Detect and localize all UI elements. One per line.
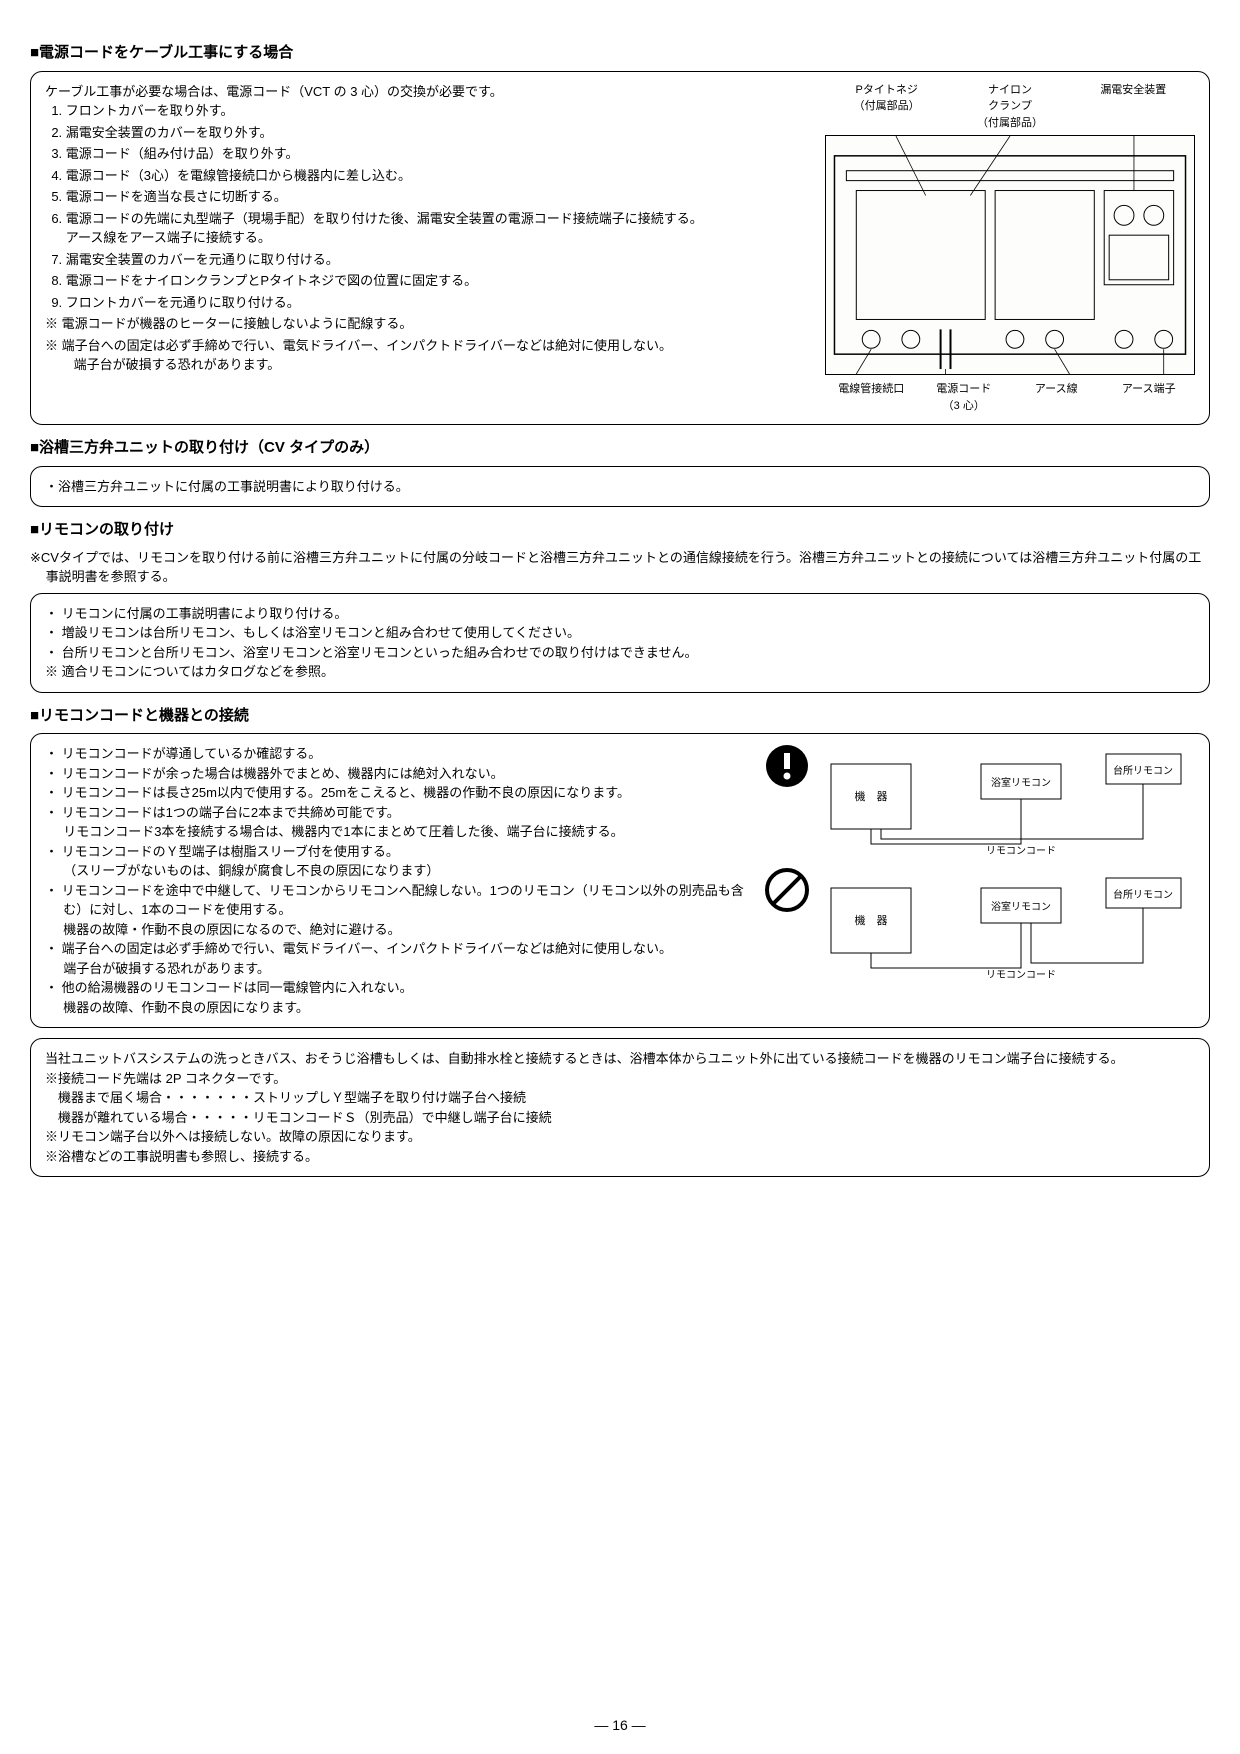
section3-item1: ・ リモコンに付属の工事説明書により取り付ける。	[45, 604, 1195, 624]
label-powercord: 電源コード（3 心）	[918, 381, 1011, 414]
label-kitchen: 台所リモコン	[1113, 764, 1173, 777]
s5-line1: 当社ユニットバスシステムの洗っときバス、おそうじ浴槽もしくは、自動排水栓と接続す…	[45, 1049, 1195, 1069]
label-kitchen2: 台所リモコン	[1113, 888, 1173, 901]
section3-box: ・ リモコンに付属の工事説明書により取り付ける。 ・ 増設リモコンは台所リモコン…	[30, 593, 1210, 693]
wiring-correct: 機 器 浴室リモコン 台所リモコン リモコンコード	[821, 744, 1191, 854]
diagram-top-labels: Pタイトネジ（付属部品） ナイロンクランプ（付属部品） 漏電安全装置	[825, 82, 1195, 132]
section1-box: ケーブル工事が必要な場合は、電源コード（VCT の 3 心）の交換が必要です。 …	[30, 71, 1210, 426]
step-3: 電源コード（組み付け品）を取り外す。	[66, 144, 815, 164]
s4-item5: ・ リモコンコードのＹ型端子は樹脂スリーブ付を使用する。 （スリーブがないものは…	[45, 842, 755, 881]
section2-body: ・浴槽三方弁ユニットに付属の工事説明書により取り付ける。	[45, 477, 1195, 497]
section1-note3: 端子台が破損する恐れがあります。	[45, 355, 815, 375]
s5-line2: ※接続コード先端は 2P コネクターです。	[45, 1069, 1195, 1089]
section1-text: ケーブル工事が必要な場合は、電源コード（VCT の 3 心）の交換が必要です。 …	[45, 82, 815, 415]
section4-text: ・ リモコンコードが導通しているか確認する。 ・ リモコンコードが余った場合は機…	[45, 744, 755, 1017]
section1-intro: ケーブル工事が必要な場合は、電源コード（VCT の 3 心）の交換が必要です。	[45, 82, 815, 102]
label-safety: 漏電安全装置	[1072, 82, 1195, 132]
mandatory-icon	[765, 744, 809, 788]
section3-list: ・ リモコンに付属の工事説明書により取り付ける。 ・ 増設リモコンは台所リモコン…	[45, 604, 1195, 682]
label-cord2: リモコンコード	[986, 970, 1056, 978]
s4-item1: ・ リモコンコードが導通しているか確認する。	[45, 744, 755, 764]
s4-item3: ・ リモコンコードは長さ25m以内で使用する。25mをこえると、機器の作動不良の…	[45, 783, 755, 803]
wiring-wrong: 機 器 浴室リモコン 台所リモコン リモコンコード	[821, 868, 1191, 978]
section4-list: ・ リモコンコードが導通しているか確認する。 ・ リモコンコードが余った場合は機…	[45, 744, 755, 1017]
section2-heading: ■浴槽三方弁ユニットの取り付け（CV タイプのみ）	[30, 437, 1210, 460]
section3-heading: ■リモコンの取り付け	[30, 519, 1210, 542]
label-device2: 機 器	[855, 913, 888, 927]
section3-item3: ・ 台所リモコンと台所リモコン、浴室リモコンと浴室リモコンといった組み合わせでの…	[45, 643, 1195, 663]
step-7: 漏電安全装置のカバーを元通りに取り付ける。	[66, 250, 815, 270]
step-5: 電源コードを適当な長さに切断する。	[66, 187, 815, 207]
label-bath2: 浴室リモコン	[991, 900, 1051, 913]
section3-prenote: ※CVタイプでは、リモコンを取り付ける前に浴槽三方弁ユニットに付属の分岐コードと…	[30, 548, 1210, 587]
wiring-wrong-row: 機 器 浴室リモコン 台所リモコン リモコンコード	[765, 868, 1195, 978]
diagram-bottom-labels: 電線管接続口 電源コード（3 心） アース線 アース端子	[825, 381, 1195, 414]
section4-box: ・ リモコンコードが導通しているか確認する。 ・ リモコンコードが余った場合は機…	[30, 733, 1210, 1028]
schematic-svg	[826, 136, 1194, 374]
section4-heading: ■リモコンコードと機器との接続	[30, 705, 1210, 728]
label-cord1: リモコンコード	[986, 846, 1056, 854]
step-6-sub: アース線をアース端子に接続する。	[66, 230, 271, 245]
s4-item8: ・ 他の給湯機器のリモコンコードは同一電線管内に入れない。 機器の故障、作動不良…	[45, 978, 755, 1017]
device-schematic	[825, 135, 1195, 375]
s4-item7: ・ 端子台への固定は必ず手締めで行い、電気ドライバー、インパクトドライバーなどは…	[45, 939, 755, 978]
section3-item2: ・ 増設リモコンは台所リモコン、もしくは浴室リモコンと組み合わせて使用してくださ…	[45, 623, 1195, 643]
s4-item6: ・ リモコンコードを途中で中継して、リモコンからリモコンへ配線しない。1つのリモ…	[45, 881, 755, 940]
s4-item2: ・ リモコンコードが余った場合は機器外でまとめ、機器内には絶対入れない。	[45, 764, 755, 784]
label-earthwire: アース線	[1010, 381, 1103, 414]
section3-item4: ※ 適合リモコンについてはカタログなどを参照。	[45, 662, 1195, 682]
section1-diagram-col: Pタイトネジ（付属部品） ナイロンクランプ（付属部品） 漏電安全装置	[825, 82, 1195, 415]
label-nylon: ナイロンクランプ（付属部品）	[948, 82, 1071, 132]
section1-steps: フロントカバーを取り外す。 漏電安全装置のカバーを取り外す。 電源コード（組み付…	[45, 101, 815, 312]
step-4: 電源コード（3心）を電線管接続口から機器内に差し込む。	[66, 166, 815, 186]
label-bath: 浴室リモコン	[991, 776, 1051, 789]
step-6-main: 電源コードの先端に丸型端子（現場手配）を取り付けた後、漏電安全装置の電源コード接…	[66, 211, 703, 226]
label-ptite: Pタイトネジ（付属部品）	[825, 82, 948, 132]
s5-line4: 機器が離れている場合・・・・・リモコンコードＳ（別売品）で中継し端子台に接続	[45, 1108, 1195, 1128]
section1-note1: ※ 電源コードが機器のヒーターに接触しないように配線する。	[45, 314, 815, 334]
section2-box: ・浴槽三方弁ユニットに付属の工事説明書により取り付ける。	[30, 466, 1210, 508]
wiring-correct-row: 機 器 浴室リモコン 台所リモコン リモコンコード	[765, 744, 1195, 854]
step-1: フロントカバーを取り外す。	[66, 101, 815, 121]
step-6: 電源コードの先端に丸型端子（現場手配）を取り付けた後、漏電安全装置の電源コード接…	[66, 209, 815, 248]
section1-note2: ※ 端子台への固定は必ず手締めで行い、電気ドライバー、インパクトドライバーなどは…	[45, 336, 815, 356]
s5-line3: 機器まで届く場合・・・・・・・ストリップしＹ型端子を取り付け端子台へ接続	[45, 1088, 1195, 1108]
label-earthterm: アース端子	[1103, 381, 1196, 414]
section5-box: 当社ユニットバスシステムの洗っときバス、おそうじ浴槽もしくは、自動排水栓と接続す…	[30, 1038, 1210, 1177]
section4-diagrams: 機 器 浴室リモコン 台所リモコン リモコンコード 機 器 浴室リモコン	[765, 744, 1195, 1017]
section1-heading: ■電源コードをケーブル工事にする場合	[30, 42, 1210, 65]
s5-line5: ※リモコン端子台以外へは接続しない。故障の原因になります。	[45, 1127, 1195, 1147]
label-device: 機 器	[855, 789, 888, 803]
label-conduit: 電線管接続口	[825, 381, 918, 414]
step-2: 漏電安全装置のカバーを取り外す。	[66, 123, 815, 143]
step-8: 電源コードをナイロンクランプとPタイトネジで図の位置に固定する。	[66, 271, 815, 291]
s5-line6: ※浴槽などの工事説明書も参照し、接続する。	[45, 1147, 1195, 1167]
step-9: フロントカバーを元通りに取り付ける。	[66, 293, 815, 313]
page-number: ― 16 ―	[0, 1715, 1240, 1736]
s4-item4: ・ リモコンコードは1つの端子台に2本まで共締め可能です。 リモコンコード3本を…	[45, 803, 755, 842]
prohibit-icon	[765, 868, 809, 912]
